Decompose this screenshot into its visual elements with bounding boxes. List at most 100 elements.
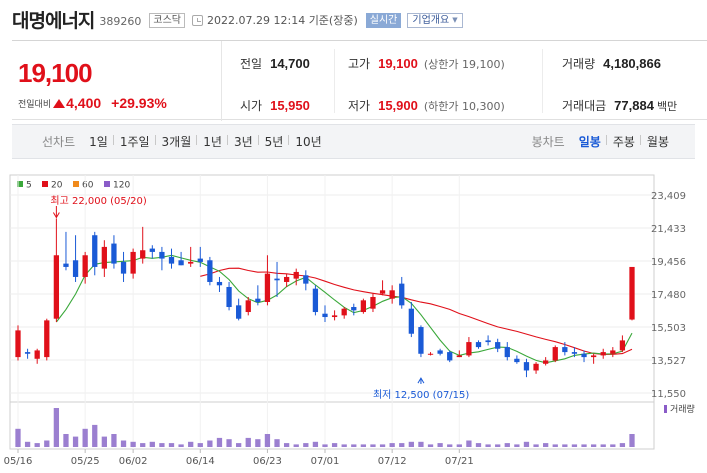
volume-bar [360,444,367,447]
volume-bar [188,441,194,447]
x-tick-label: 06/23 [253,456,282,467]
up-triangle-icon [53,98,66,108]
legend-swatch [104,181,110,187]
candle-body [72,260,79,277]
company-info-button[interactable]: 기업개요 ▼ [407,12,463,28]
candle-body [53,255,60,319]
volume-bar [226,439,232,447]
down-arrow-icon [52,212,60,219]
x-tick-label: 05/25 [71,456,100,467]
tab-1w[interactable]: 1주일 [112,133,156,150]
volume-bar [245,437,251,447]
tab-3m[interactable]: 3개월 [154,133,198,150]
volume-bar [322,444,328,447]
candle-body [619,340,626,351]
volume: 거래량 4,180,866 [562,55,661,72]
realtime-button[interactable]: 실시간 [365,12,402,28]
amount-value: 77,884 [614,98,654,113]
volume-label: 거래량 [670,403,695,415]
tab-weekly[interactable]: 주봉 [605,133,641,150]
candle-body [523,362,530,371]
y-tick-label: 19,456 [651,257,686,268]
volume-bar [447,444,453,447]
open-label: 시가 [240,99,263,113]
legend-swatch [73,181,79,187]
tab-monthly[interactable]: 월봉 [639,133,675,150]
candle-body [44,320,50,358]
candle-body [600,352,606,356]
high-annotation: 최고 22,000 (05/20) [50,195,146,207]
volume-bar [533,444,539,447]
candle-body [255,298,261,303]
stock-header: 대명에너지 389260 코스닥 2022.07.29 12:14 기준(장중)… [0,0,707,38]
candle-body [437,350,443,354]
volume-bar [456,444,462,447]
volume-bar [140,443,146,447]
tab-10y[interactable]: 10년 [288,133,327,150]
volume-bar [168,443,175,447]
tab-1y[interactable]: 1년 [196,133,228,150]
volume-bar [590,444,597,447]
tab-3y[interactable]: 3년 [226,133,259,150]
volume-bar [341,444,347,447]
y-tick-label: 23,409 [651,191,686,202]
low-price: 저가 15,900 (하한가 10,300) [348,97,505,114]
volume-bar [312,441,319,447]
volume-bar [236,443,242,447]
volume-bar [274,439,280,447]
amount-unit: 백만 [656,100,678,113]
tab-5y[interactable]: 5년 [257,133,290,150]
volume-bar [72,436,79,447]
candle-body [322,313,328,318]
volume-bar [600,444,606,447]
volume-bar [283,443,290,447]
candle-body [389,290,395,299]
volume-bar [207,440,213,447]
candle-body [543,360,549,364]
clock-icon [192,14,204,26]
volume-bar [293,444,299,447]
chart-period-tabs: 선차트 1일 1주일 3개월 1년 3년 5년 10년 봉차트 일봉 주봉 월봉 [12,124,695,159]
legend-label: 60 [82,181,94,191]
candle-body [92,235,98,267]
volume-bar [399,443,405,447]
candle-body [24,352,31,354]
candle-body [590,355,597,358]
y-tick-label: 11,550 [651,389,686,400]
volume-bar [264,434,271,447]
volume-bar [389,443,395,447]
volume-bar [255,439,261,447]
current-price: 19,100 [18,58,93,88]
candle-body [533,363,539,371]
candle-body [236,305,242,319]
candle-body [207,260,213,282]
y-tick-label: 21,433 [651,224,686,235]
prev-close: 전일 14,700 [240,55,310,72]
volume-bar [82,428,88,447]
open-value: 15,950 [270,98,310,113]
candle-body [63,263,69,267]
tab-1d[interactable]: 1일 [89,135,108,149]
candle-body [456,355,462,358]
candle-body [130,251,136,274]
line-chart-label[interactable]: 선차트 [42,135,76,149]
market-badge: 코스닥 [149,12,186,28]
candle-body [264,273,271,303]
candle-body [283,276,290,282]
volume-bar [331,443,338,447]
change-percent: +29.93% [111,95,167,111]
candle-body [312,288,319,313]
candle-body [197,258,203,262]
volume-bar [53,408,60,447]
candle-body [303,275,309,284]
volume-legend-swatch [664,405,667,413]
change-row: 전일대비 4,400 +29.93% [18,95,167,111]
tab-daily[interactable]: 일봉 [578,135,601,149]
x-tick-label: 06/14 [186,456,215,467]
volume-bar [178,444,184,447]
volume-bar [197,443,203,447]
volume-bar [437,443,443,447]
volume-bar [466,440,472,447]
candle-body [495,342,501,349]
candle-chart-label[interactable]: 봉차트 [531,135,565,149]
